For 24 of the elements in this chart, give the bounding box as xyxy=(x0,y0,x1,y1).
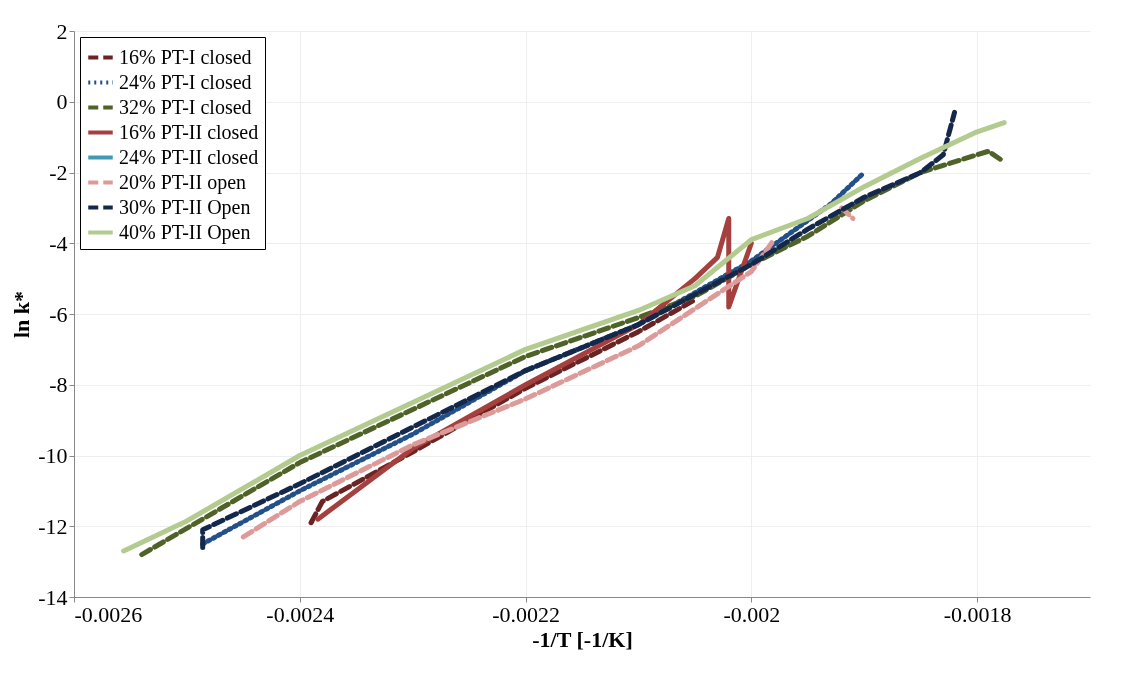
legend-label: 40% PT-II Open xyxy=(119,220,251,244)
y-tick-label: -8 xyxy=(49,372,68,398)
y-tick-label: -2 xyxy=(49,160,68,185)
x-tick-label: -0.0022 xyxy=(492,601,560,627)
y-tick-label: 0 xyxy=(56,89,68,115)
y-tick-label: 2 xyxy=(56,18,68,44)
y-tick-label: -12 xyxy=(38,513,68,539)
x-tick-label: -0.002 xyxy=(723,601,781,627)
x-tick-label: -0.0026 xyxy=(74,601,143,627)
legend-label: 24% PT-I closed xyxy=(119,70,252,93)
x-tick-label: -0.0018 xyxy=(943,601,1012,627)
y-tick-label: -4 xyxy=(49,230,68,256)
y-tick-label: -10 xyxy=(38,443,68,468)
legend-label: 20% PT-II open xyxy=(119,170,247,194)
legend-label: 32% PT-I closed xyxy=(119,95,252,118)
legend-label: 16% PT-I closed xyxy=(119,45,252,68)
x-tick-label: -0.0024 xyxy=(266,601,335,627)
legend-label: 16% PT-II closed xyxy=(119,120,259,143)
legend-label: 30% PT-II Open xyxy=(119,195,251,219)
x-axis-title: -1/T [-1/K] xyxy=(532,626,633,652)
y-tick-label: -6 xyxy=(49,301,68,327)
y-axis-title: ln k* xyxy=(9,290,35,339)
y-tick-label: -14 xyxy=(38,584,68,610)
legend-label: 24% PT-II closed xyxy=(119,145,259,168)
